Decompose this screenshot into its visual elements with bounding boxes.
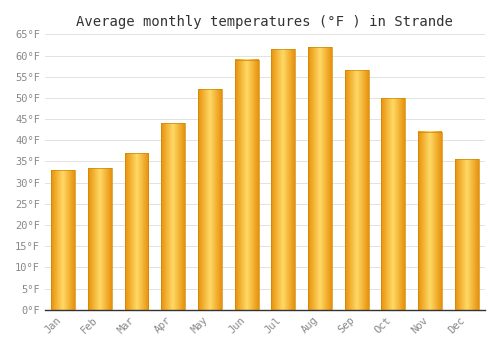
Bar — [88, 168, 112, 310]
Bar — [52, 170, 75, 310]
Bar — [344, 70, 368, 310]
Bar — [198, 90, 222, 310]
Bar — [234, 60, 258, 310]
Bar — [162, 123, 185, 310]
Bar — [308, 47, 332, 310]
Bar — [272, 49, 295, 310]
Bar — [382, 98, 405, 310]
Bar — [418, 132, 442, 310]
Title: Average monthly temperatures (°F ) in Strande: Average monthly temperatures (°F ) in St… — [76, 15, 454, 29]
Bar — [454, 159, 478, 310]
Bar — [124, 153, 148, 310]
